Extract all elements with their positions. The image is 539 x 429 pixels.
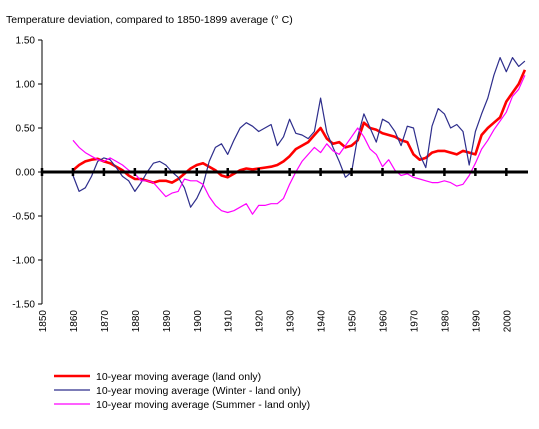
x-tick-label: 1940 bbox=[317, 310, 328, 333]
x-tick-label: 1910 bbox=[224, 310, 235, 333]
x-tick-label: 1860 bbox=[69, 310, 80, 333]
x-tick-label: 1920 bbox=[255, 310, 266, 333]
legend-label-2: 10-year moving average (Winter - land on… bbox=[96, 385, 301, 397]
legend-label-3: 10-year moving average (Summer - land on… bbox=[96, 399, 310, 411]
x-tick-label: 1930 bbox=[286, 310, 297, 333]
y-tick-label: 0.50 bbox=[16, 124, 36, 135]
x-axis: 1850 1860 1870 1880 1890 1900 1910 1920 1930 1940… bbox=[38, 168, 528, 332]
x-tick-label: 1970 bbox=[409, 310, 420, 333]
y-tick-label: 0.00 bbox=[16, 168, 36, 179]
x-tick-label: 1880 bbox=[131, 310, 142, 333]
y-tick-label: -1.50 bbox=[12, 300, 35, 311]
x-tick-label: 1990 bbox=[471, 310, 482, 333]
chart-title: Temperature deviation, compared to 1850-… bbox=[6, 14, 293, 26]
x-tick-label: 1980 bbox=[440, 310, 451, 333]
x-tick-label: 1900 bbox=[193, 310, 204, 333]
y-axis: 1.50 1.00 0.50 0.00 -0.50 -1.00 -1.50 bbox=[12, 36, 43, 311]
series-line-2 bbox=[72, 56, 526, 208]
y-tick-label: -1.00 bbox=[12, 256, 35, 267]
x-tick-label: 1950 bbox=[348, 310, 359, 333]
x-tick-label: 1870 bbox=[100, 310, 111, 333]
y-tick-label: 1.50 bbox=[16, 36, 36, 47]
y-tick-label: -0.50 bbox=[12, 212, 35, 223]
x-tick-label: 2000 bbox=[502, 310, 513, 333]
series-line-3 bbox=[72, 74, 526, 215]
x-tick-label: 1960 bbox=[379, 310, 390, 333]
plot-area bbox=[72, 56, 527, 215]
legend: 10-year moving average (land only) 10-yea… bbox=[54, 371, 310, 411]
legend-label-1: 10-year moving average (land only) bbox=[96, 371, 261, 383]
x-tick-label: 1890 bbox=[162, 310, 173, 333]
y-tick-label: 1.00 bbox=[16, 80, 36, 91]
x-tick-label: 1850 bbox=[38, 310, 49, 333]
